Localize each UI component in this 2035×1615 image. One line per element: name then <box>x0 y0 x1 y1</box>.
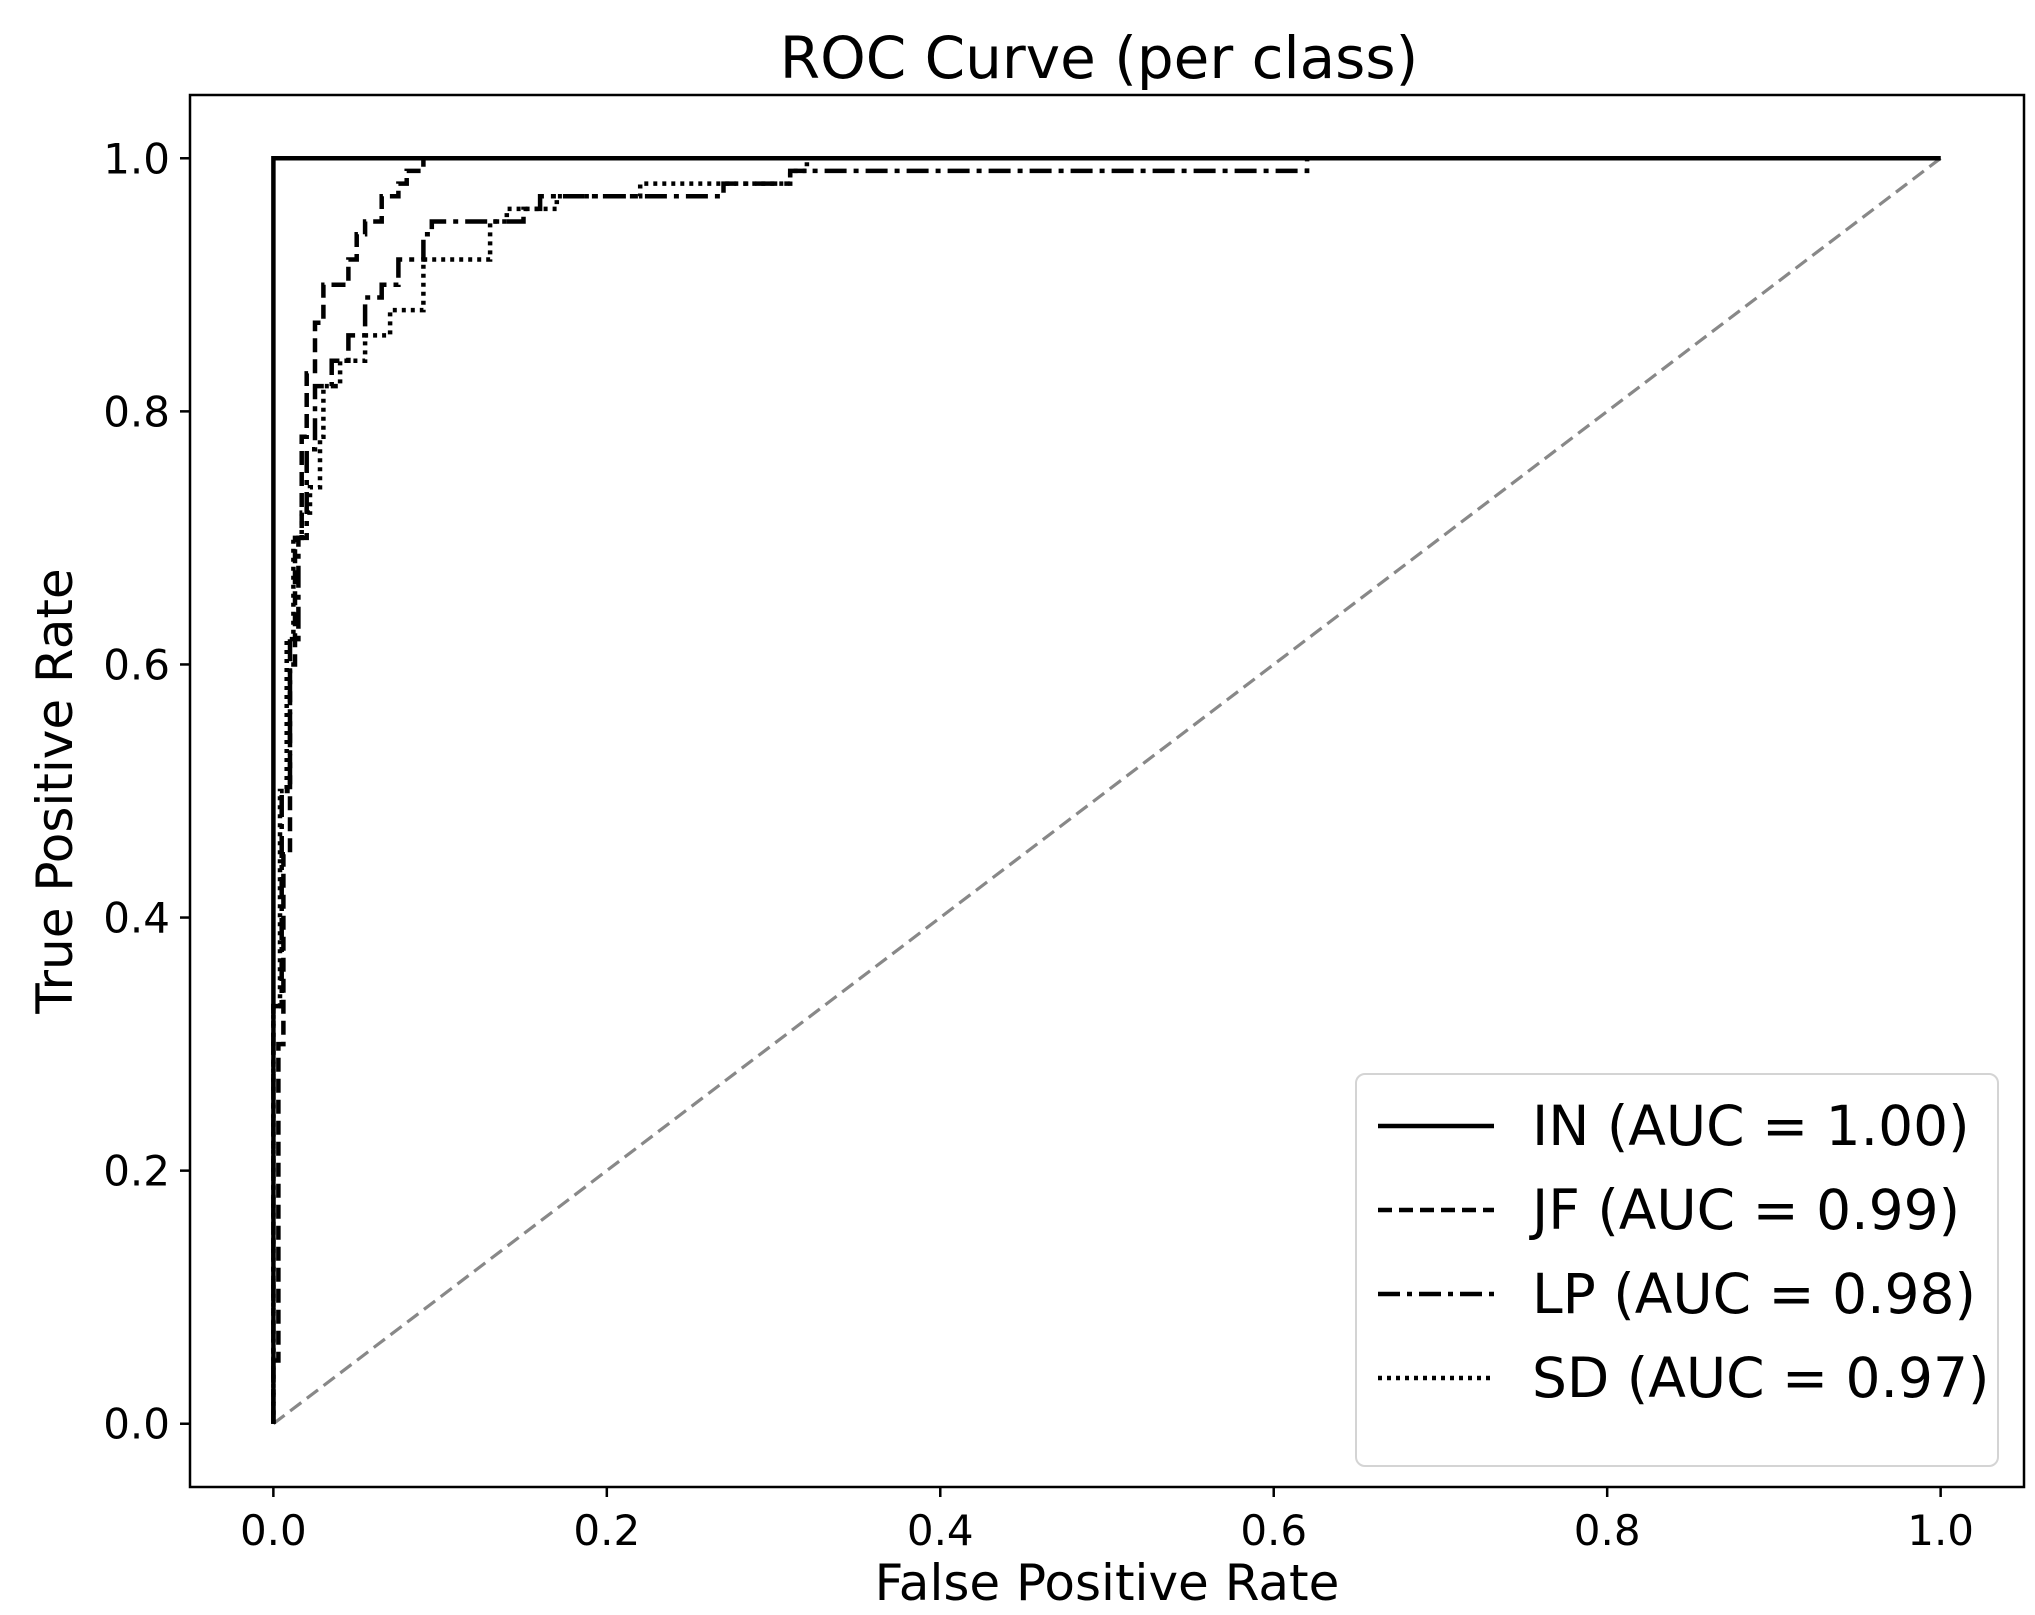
legend-label: JF (AUC = 0.99) <box>1529 1178 1960 1242</box>
y-tick-label: 0.8 <box>103 387 170 436</box>
x-tick-label: 1.0 <box>1907 1506 1974 1555</box>
x-axis-label: False Positive Rate <box>875 1554 1340 1612</box>
series-line-sd <box>271 156 1941 1424</box>
x-axis: 0.0 0.2 0.4 0.6 0.8 1.0 <box>240 1487 1974 1555</box>
legend: IN (AUC = 1.00) JF (AUC = 0.99) LP (AUC = … <box>1355 1073 1999 1467</box>
legend-label: IN (AUC = 1.00) <box>1532 1094 1970 1158</box>
y-tick-label: 0.6 <box>103 640 170 689</box>
x-tick-label: 0.6 <box>1240 1506 1307 1555</box>
y-axis: 0.0 0.2 0.4 0.6 0.8 1.0 <box>103 134 190 1449</box>
x-tick-label: 0.0 <box>240 1506 307 1555</box>
chart-title: ROC Curve (per class) <box>780 24 1418 92</box>
legend-label: SD (AUC = 0.97) <box>1532 1346 1989 1410</box>
legend-label: LP (AUC = 0.98) <box>1532 1262 1976 1326</box>
y-axis-label: True Positive Rate <box>26 568 84 1014</box>
y-tick-label: 0.4 <box>103 894 170 943</box>
x-tick-label: 0.4 <box>907 1506 974 1555</box>
series-line-lp <box>271 156 1941 1424</box>
diagonal-reference-line <box>272 157 1942 1425</box>
y-tick-label: 1.0 <box>103 134 170 183</box>
y-tick-label: 0.0 <box>103 1400 170 1449</box>
plot-frame <box>188 93 2026 1489</box>
plot-area <box>271 156 1942 1425</box>
x-tick-label: 0.2 <box>573 1506 640 1555</box>
x-tick-label: 0.8 <box>1574 1506 1641 1555</box>
series-line-jf <box>271 156 1941 1424</box>
y-tick-label: 0.2 <box>103 1147 170 1196</box>
legend-box <box>1355 1073 1999 1467</box>
